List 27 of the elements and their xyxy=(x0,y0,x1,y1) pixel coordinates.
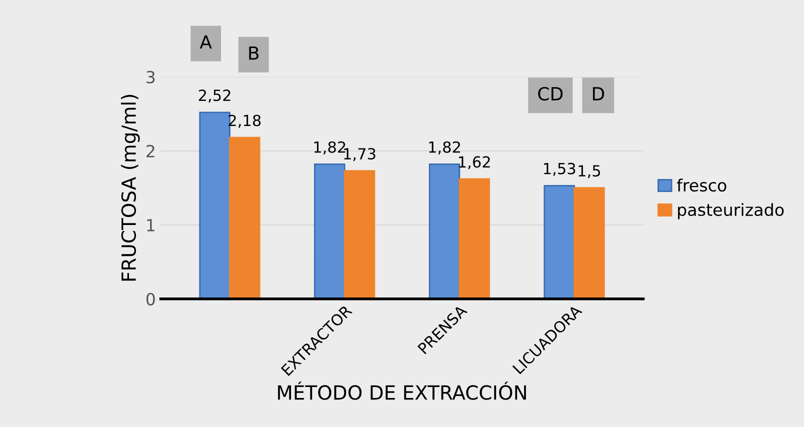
x-axis-title: MÉTODO DE EXTRACCIÓN xyxy=(278,382,526,400)
bar xyxy=(428,164,460,299)
data-label: 1,5 xyxy=(578,165,600,178)
legend-label: pasteurizado xyxy=(678,203,784,220)
bar xyxy=(344,170,376,299)
data-label: 1,62 xyxy=(459,156,490,170)
data-label: 1,53 xyxy=(544,162,576,176)
annotation: CD xyxy=(538,86,563,101)
data-label: 1,82 xyxy=(429,141,460,154)
y-tick-label: 1 xyxy=(147,219,154,232)
text: B xyxy=(249,46,259,60)
bar xyxy=(574,187,605,299)
annotation: D xyxy=(592,87,604,100)
data-label: 1,73 xyxy=(344,148,376,162)
data-label: 1,82 xyxy=(314,141,346,154)
data-label: 2,52 xyxy=(198,90,230,103)
y-tick-label: 2 xyxy=(146,144,154,158)
y-tick-label: 3 xyxy=(146,70,155,84)
bar xyxy=(229,136,260,299)
y-tick-label: 0 xyxy=(146,292,155,306)
bar xyxy=(544,184,575,299)
bar xyxy=(314,164,346,299)
text: A xyxy=(200,35,212,49)
legend-label: fresco xyxy=(676,178,726,192)
bar xyxy=(458,178,490,299)
y-axis-title: FRUCTOSA (mg/ml) xyxy=(120,94,140,281)
bar xyxy=(199,112,230,299)
